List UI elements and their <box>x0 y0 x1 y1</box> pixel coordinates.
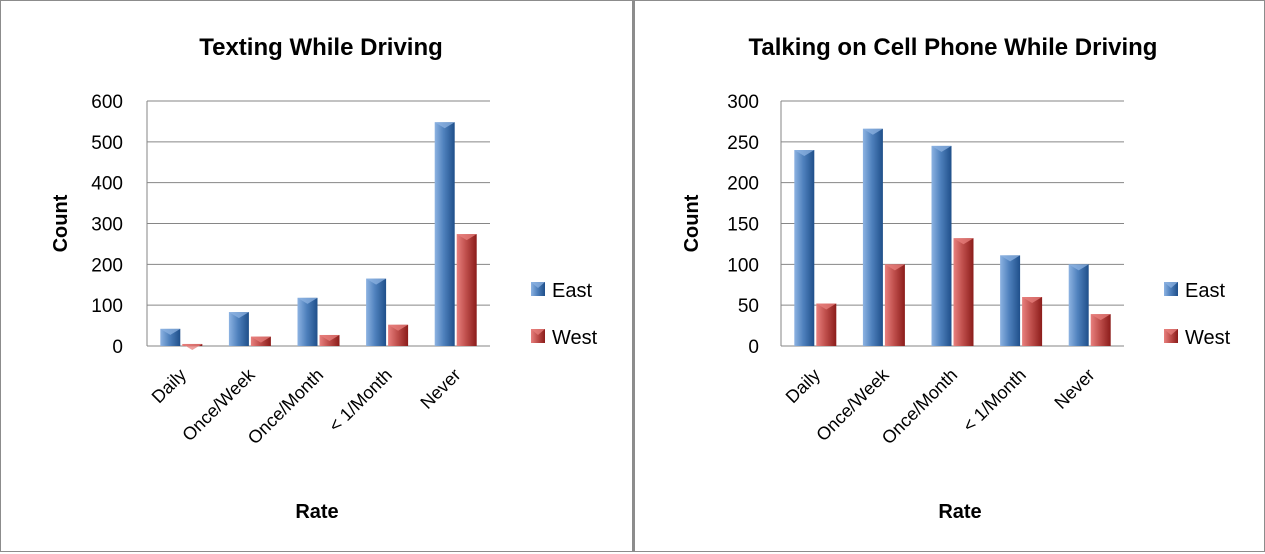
bar-cap-east-never <box>434 122 455 129</box>
chart-title: Texting While Driving <box>199 34 443 61</box>
y-axis-title: Count <box>50 194 72 252</box>
chart-panel-talking: Talking on Cell Phone While Driving 0 50 10… <box>634 0 1265 552</box>
bar-east-1-month <box>1000 255 1021 346</box>
bar-cap-west-never <box>1090 314 1111 321</box>
y-tick-label: 200 <box>727 174 759 195</box>
bar-east-once-week <box>862 128 883 346</box>
legend-swatch-west <box>531 329 545 343</box>
bar-cap-west-daily <box>816 303 837 310</box>
y-tick-label: 300 <box>91 215 123 236</box>
legend-swatch-west <box>1164 329 1178 343</box>
bar-cap-east-1-month <box>366 278 387 285</box>
bar-east-daily <box>160 328 181 346</box>
x-tick-label: Daily <box>148 365 190 407</box>
legend-swatch-cap <box>1164 282 1178 288</box>
y-tick-label: 100 <box>91 296 123 317</box>
y-tick-label: 300 <box>727 92 759 113</box>
bar-cap-east-once-week <box>228 312 249 319</box>
bar-cap-east-once-month <box>931 145 952 152</box>
legend-label-west: West <box>552 327 598 349</box>
legend-swatch-cap <box>1164 329 1178 335</box>
bar-east-never <box>434 122 455 346</box>
legend-swatch-east <box>531 282 545 296</box>
chart-title: Talking on Cell Phone While Driving <box>749 34 1158 61</box>
talking-chart: Talking on Cell Phone While Driving 0 50 10… <box>681 34 1231 523</box>
bar-west-1-month <box>388 324 409 346</box>
y-tick-label: 500 <box>91 133 123 154</box>
bar-west-never <box>456 234 477 346</box>
bar-cap-west-once-month <box>953 238 974 245</box>
x-tick-label: Never <box>1050 365 1098 413</box>
bar-cap-east-1-month <box>1000 255 1021 262</box>
bar-east-1-month <box>366 278 387 346</box>
x-tick-label: Never <box>416 365 464 413</box>
x-tick-label: < 1/Month <box>959 365 1030 436</box>
y-axis-title: Count <box>681 194 703 252</box>
bar-west-once-week <box>884 264 905 346</box>
bar-cap-west-never <box>456 234 477 241</box>
bar-cap-east-daily <box>794 150 815 156</box>
y-tick-label: 0 <box>748 337 759 358</box>
bar-east-once-week <box>228 312 249 346</box>
legend-swatch-cap <box>531 329 545 335</box>
y-tick-label: 50 <box>738 296 759 317</box>
y-tick-label: 200 <box>91 255 123 276</box>
x-axis-title: Rate <box>295 501 338 523</box>
bar-cap-west-1-month <box>1022 297 1043 303</box>
y-tick-label: 600 <box>91 92 123 113</box>
y-tick-label: 150 <box>727 215 759 236</box>
x-tick-label: Daily <box>782 365 824 407</box>
legend-swatch-east <box>1164 282 1178 296</box>
legend-label-west: West <box>1185 327 1231 349</box>
bar-cap-west-once-week <box>884 264 905 271</box>
bar-west-daily <box>816 303 837 346</box>
bar-east-daily <box>794 150 815 346</box>
bar-west-once-month <box>953 238 974 346</box>
legend-label-east: East <box>1185 280 1225 302</box>
chart-panel-texting: Texting While Driving 0 100 200 300 400 500 600… <box>0 0 634 552</box>
bar-cap-east-never <box>1068 264 1089 271</box>
bar-cap-west-daily <box>182 343 203 350</box>
y-tick-label: 400 <box>91 174 123 195</box>
bar-west-never <box>1090 314 1111 346</box>
x-tick-label: < 1/Month <box>325 365 396 436</box>
bar-east-once-month <box>297 297 318 346</box>
bar-cap-east-once-month <box>297 297 318 304</box>
y-tick-label: 100 <box>727 255 759 276</box>
texting-chart: Texting While Driving 0 100 200 300 400 500 600… <box>50 34 598 523</box>
y-tick-label: 0 <box>112 337 123 358</box>
bar-cap-west-once-week <box>250 336 271 343</box>
bar-east-never <box>1068 264 1089 346</box>
panel-divider <box>632 0 634 552</box>
bar-west-1-month <box>1022 297 1043 346</box>
bar-cap-west-1-month <box>388 324 409 331</box>
x-axis-title: Rate <box>938 501 981 523</box>
bar-cap-west-once-month <box>319 334 340 341</box>
bar-cap-east-daily <box>160 328 181 335</box>
legend-swatch-cap <box>531 282 545 288</box>
y-tick-label: 250 <box>727 133 759 154</box>
legend-label-east: East <box>552 280 592 302</box>
bar-cap-east-once-week <box>862 128 883 135</box>
bar-east-once-month <box>931 145 952 346</box>
